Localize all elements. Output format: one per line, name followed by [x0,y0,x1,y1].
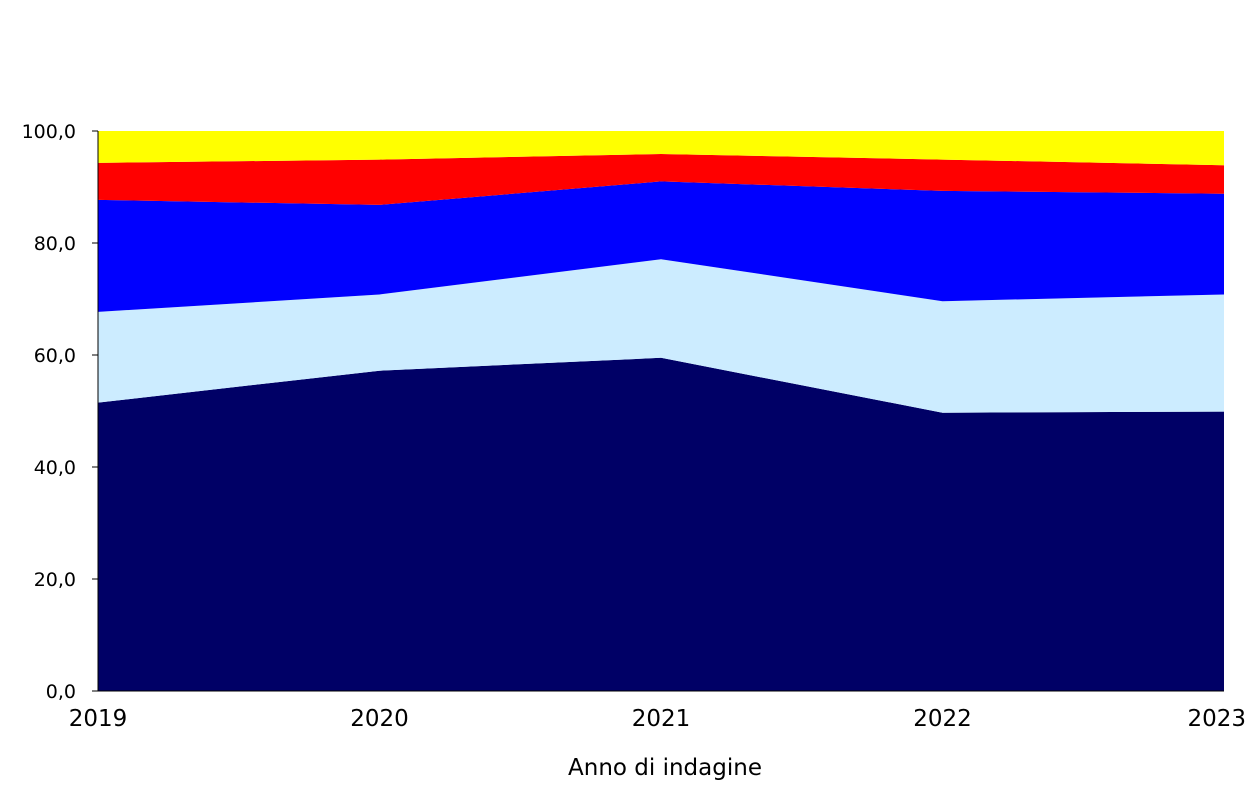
area-series-4 [98,154,1224,205]
x-axis-ticks: 2019 2020 2021 2022 2023 [69,706,1246,732]
x-tick-label: 2023 [1187,706,1246,732]
y-tick-label: 0,0 [46,681,76,703]
y-tick-label: 60,0 [34,345,76,367]
x-tick-label: 2021 [632,706,691,732]
x-tick-label: 2022 [913,706,972,732]
area-layers [98,131,1224,691]
y-tick-label: 80,0 [34,233,76,255]
area-series-1 [98,357,1224,691]
area-series-3 [98,181,1224,312]
x-axis-title: Anno di indagine [568,755,762,781]
y-axis-ticks: 0,0 20,0 40,0 60,0 80,0 100,0 [22,121,98,703]
area-series-2 [98,259,1224,413]
y-tick-label: 100,0 [22,121,76,143]
area-series-5 [98,131,1224,166]
y-tick-label: 40,0 [34,457,76,479]
axes [97,131,1224,692]
x-tick-label: 2019 [69,706,128,732]
y-tick-label: 20,0 [34,569,76,591]
x-tick-label: 2020 [350,706,409,732]
